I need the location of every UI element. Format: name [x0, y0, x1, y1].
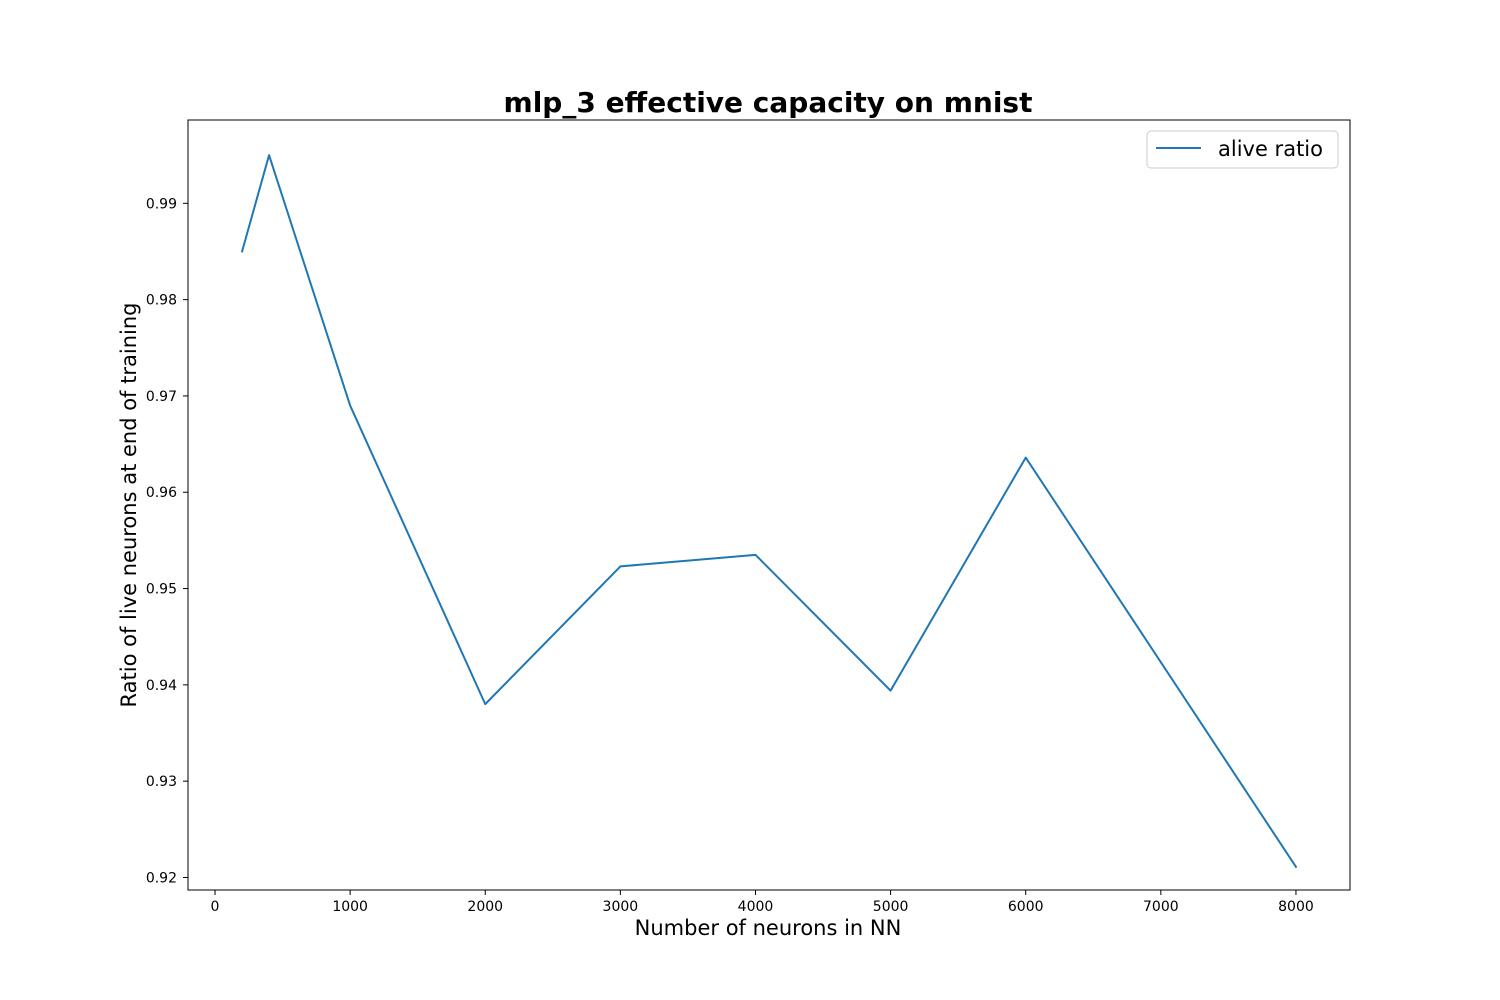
legend: alive ratio	[1146, 130, 1339, 169]
series-line-alive-ratio	[240, 154, 1298, 869]
y-tick-label: 0.93	[146, 774, 177, 790]
y-tick-label: 0.92	[146, 870, 177, 886]
y-tick-label: 0.98	[146, 293, 177, 309]
y-tick-label: 0.94	[146, 678, 177, 694]
x-tick-label: 0	[211, 899, 220, 915]
x-tick-label: 6000	[1008, 899, 1044, 915]
plot-frame	[187, 119, 1351, 891]
y-axis-label: Ratio of live neurons at end of training	[117, 303, 141, 708]
y-tick-label: 0.99	[146, 196, 177, 212]
x-tick-label: 2000	[467, 899, 503, 915]
x-tick-label: 3000	[603, 899, 639, 915]
x-axis-label: Number of neurons in NN	[635, 916, 902, 940]
x-tick-label: 4000	[738, 899, 774, 915]
y-axis: 0.92 0.93 0.94 0.95 0.96 0.97 0.98 0.99	[146, 196, 188, 886]
legend-box	[1146, 130, 1339, 169]
chart-title: mlp_3 effective capacity on mnist	[504, 86, 1033, 119]
x-tick-label: 1000	[332, 899, 368, 915]
y-tick-label: 0.96	[146, 485, 177, 501]
x-tick-label: 8000	[1278, 899, 1314, 915]
y-tick-label: 0.95	[146, 582, 177, 598]
legend-label: alive ratio	[1218, 137, 1323, 161]
x-tick-label: 5000	[873, 899, 909, 915]
y-tick-label: 0.97	[146, 389, 177, 405]
series-layer	[240, 154, 1298, 869]
x-tick-label: 7000	[1143, 899, 1179, 915]
x-axis: 0 1000 2000 3000 4000 5000 6000 7000 8000	[211, 890, 1314, 915]
